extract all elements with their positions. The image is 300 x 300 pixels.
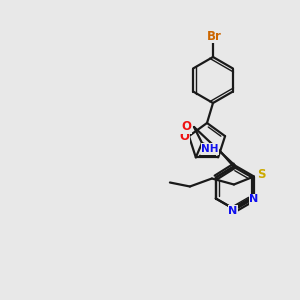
Text: N: N — [249, 194, 259, 205]
Text: Br: Br — [207, 29, 221, 43]
Text: O: O — [181, 121, 191, 134]
Text: N: N — [228, 206, 238, 215]
Text: NH: NH — [201, 144, 219, 154]
Text: S: S — [257, 168, 265, 181]
Text: O: O — [179, 130, 189, 142]
